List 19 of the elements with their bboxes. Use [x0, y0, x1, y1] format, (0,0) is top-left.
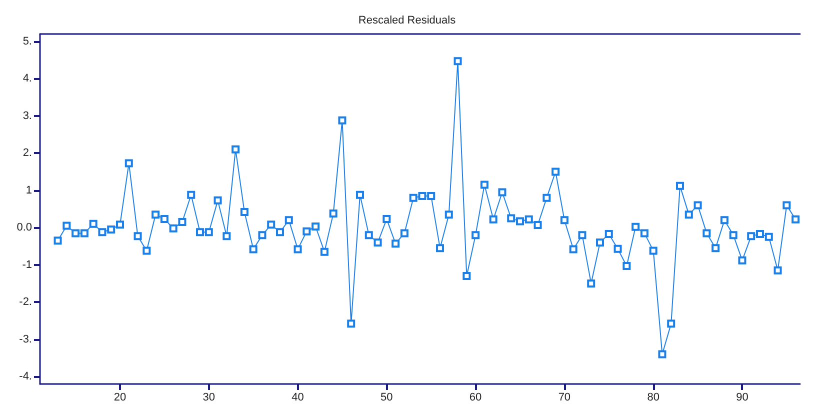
x-tick-label: 30: [202, 392, 216, 404]
y-tick-label: -3.: [19, 333, 32, 346]
x-tick-label: 90: [736, 392, 748, 404]
chart-title: Rescaled Residuals: [358, 14, 456, 26]
y-tick-label: 5.: [22, 35, 32, 48]
x-tick-label: 80: [647, 392, 660, 404]
x-tick-label: 70: [558, 392, 571, 404]
x-tick-label: 40: [292, 392, 304, 404]
y-tick-label: 2.: [22, 147, 32, 160]
x-tick-label: 60: [469, 392, 482, 404]
x-tick-label: 20: [114, 392, 126, 404]
y-tick-label: 0.0: [16, 222, 32, 234]
x-tick-label: 50: [380, 392, 393, 404]
y-tick-label: 1: [26, 184, 32, 196]
y-tick-label: -2.: [19, 296, 32, 308]
y-tick-label: 3.: [22, 110, 32, 122]
y-tick-label: -4.: [19, 370, 32, 383]
y-tick-label: -1: [22, 258, 32, 271]
y-tick-label: 4.: [22, 72, 32, 85]
